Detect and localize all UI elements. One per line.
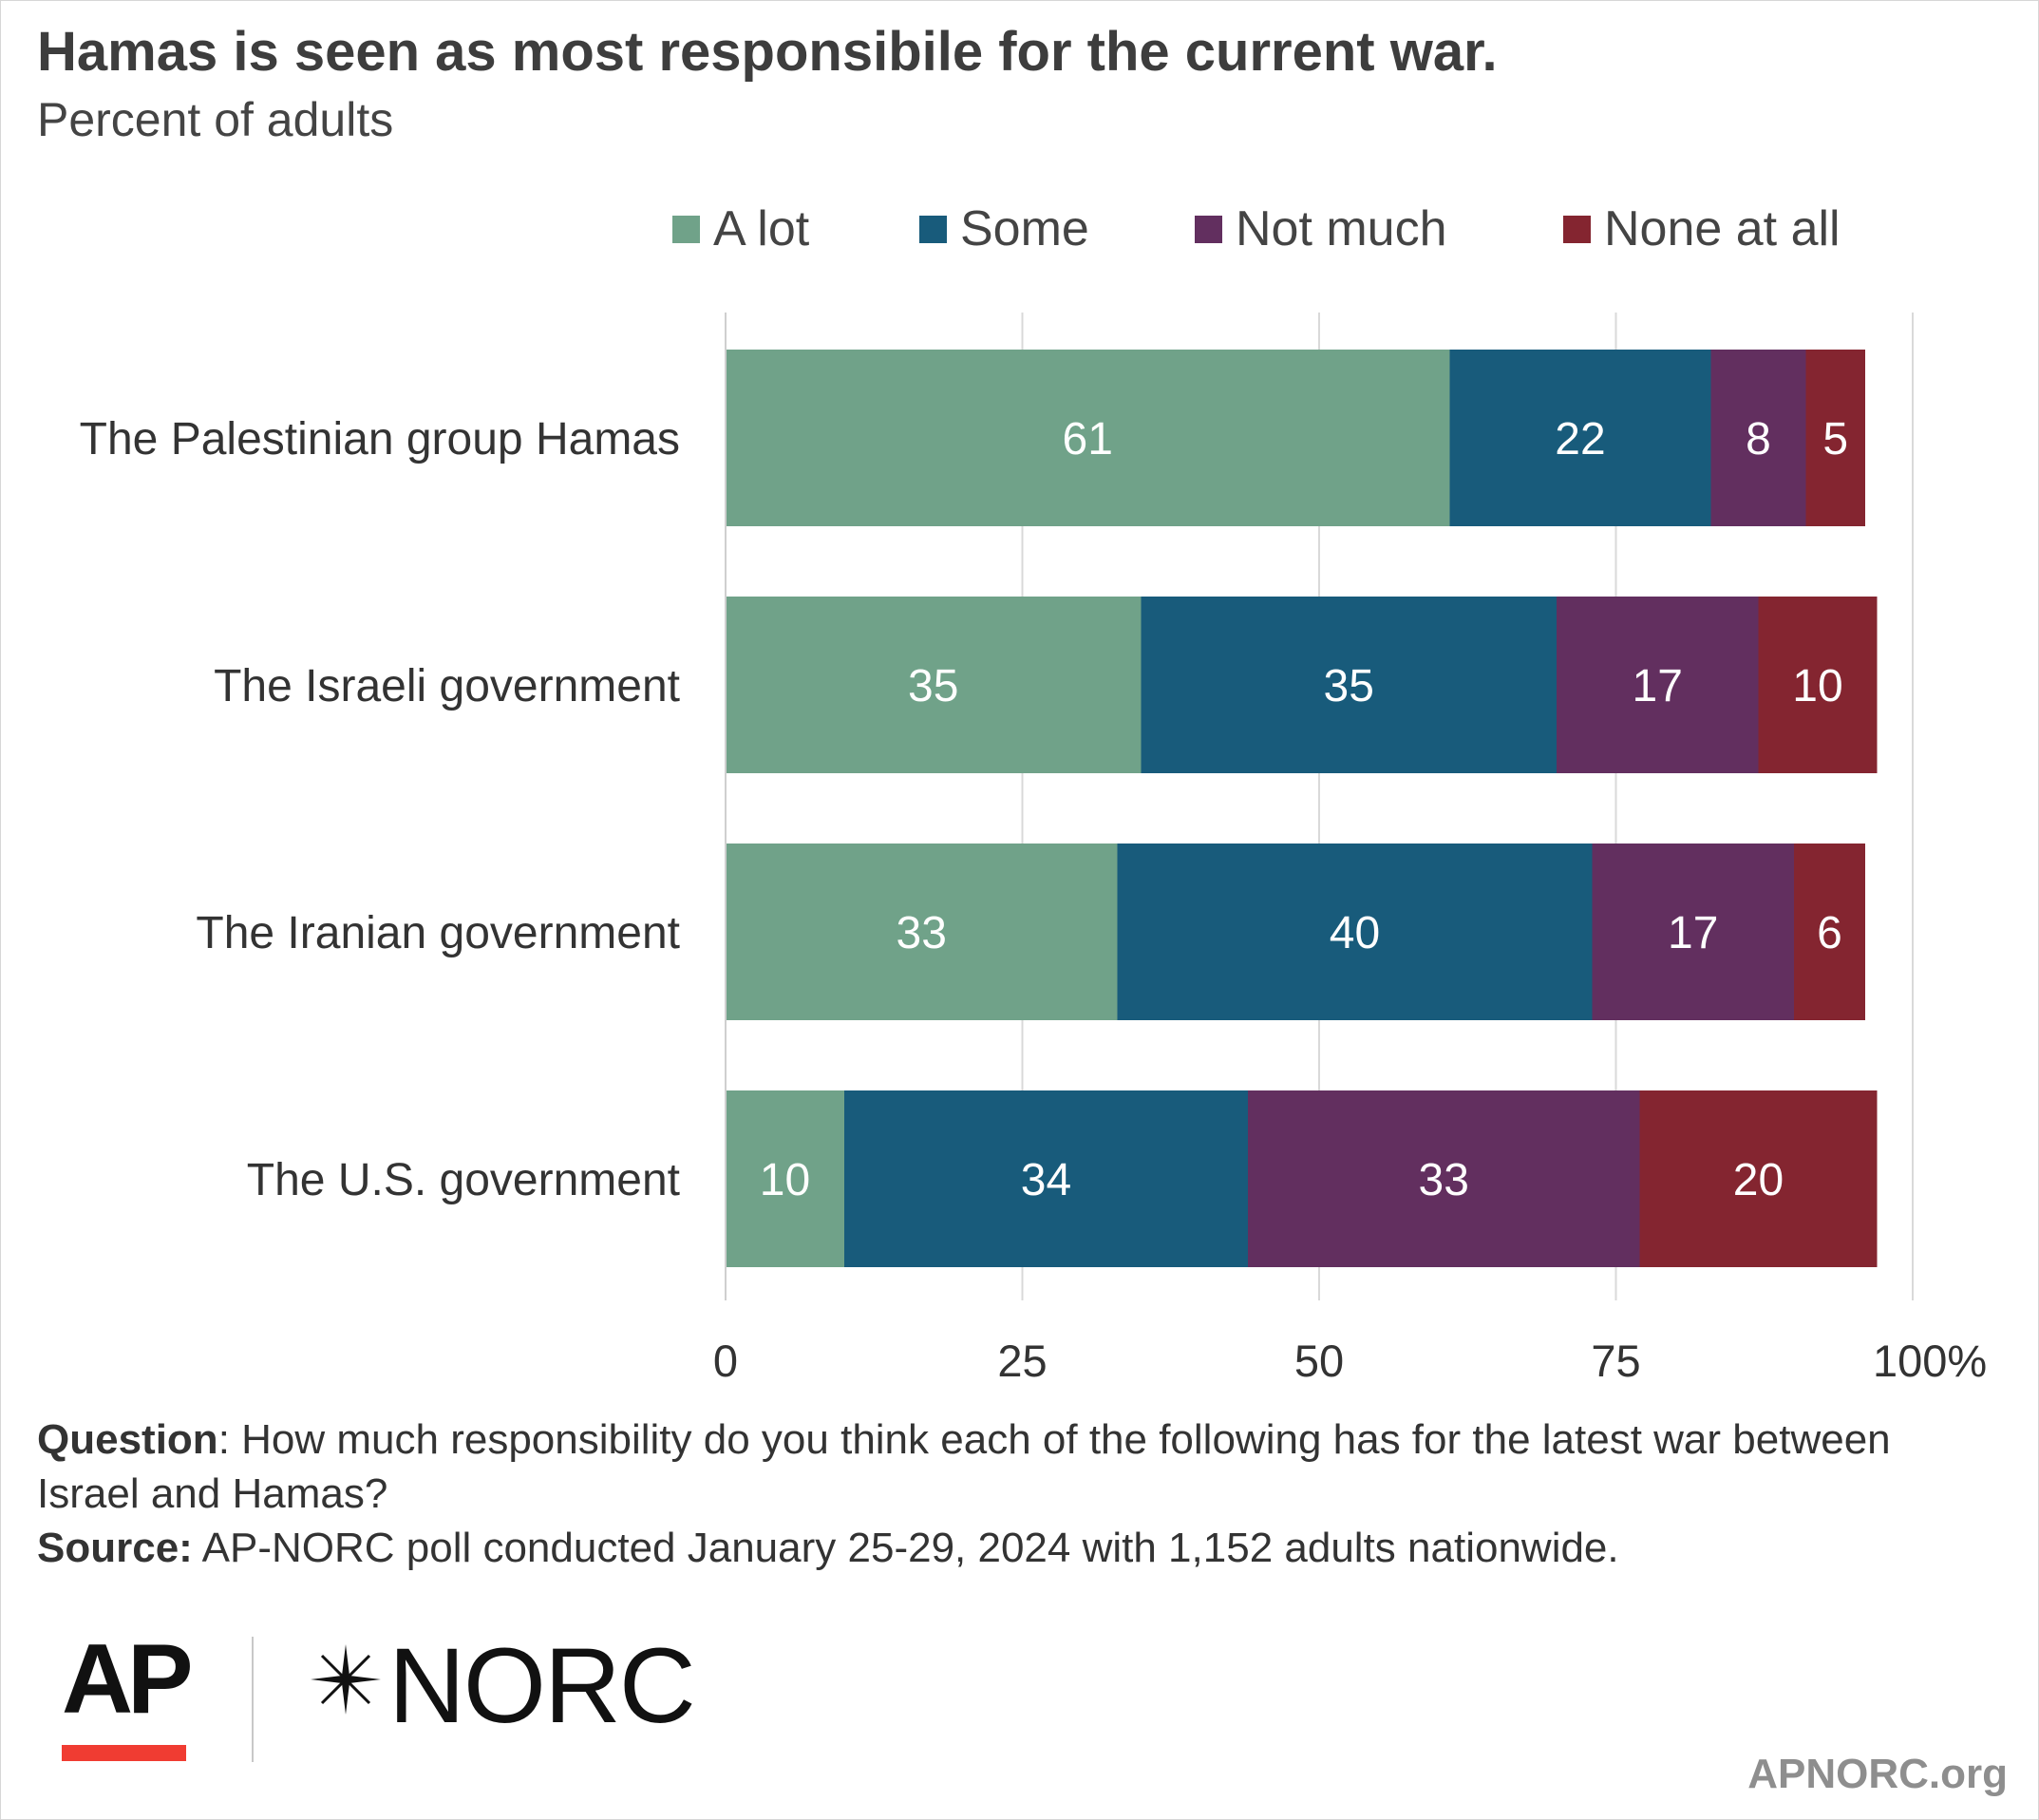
- legend-label: Some: [960, 201, 1089, 256]
- bar-value-label: 17: [1633, 661, 1683, 711]
- bar-value-label: 10: [1792, 661, 1842, 711]
- legend-swatch: [919, 215, 947, 243]
- bar-segment: [1794, 844, 1865, 1020]
- bar-value-label: 5: [1822, 414, 1848, 464]
- bar-segment: [1592, 844, 1794, 1020]
- bar-segment: [1710, 350, 1806, 526]
- bar-value-label: 22: [1555, 414, 1605, 464]
- bar-segment: [726, 597, 1142, 773]
- logo-divider: [252, 1637, 254, 1762]
- legend-label: A lot: [713, 201, 810, 256]
- bar-segment: [726, 350, 1450, 526]
- legend-swatch: [672, 215, 700, 243]
- x-tick-label: 50: [1294, 1336, 1344, 1386]
- legend-swatch: [1563, 215, 1591, 243]
- bar-segment: [1805, 350, 1865, 526]
- bar-value-label: 10: [760, 1155, 810, 1205]
- bar-value-label: 34: [1021, 1155, 1071, 1205]
- stacked-bar-chart: 0 25 50 75 100% The Palestinian group Hamas Th…: [80, 313, 1987, 1386]
- bar-value-label: 33: [897, 908, 947, 958]
- bar-segment: [1117, 844, 1593, 1020]
- bar-value-label: 35: [908, 661, 958, 711]
- bar-segment: [1758, 597, 1878, 773]
- legend-label: None at all: [1604, 201, 1841, 256]
- legend-label: Not much: [1236, 201, 1447, 256]
- bar-value-label: 40: [1330, 908, 1380, 958]
- x-tick-label: 25: [997, 1336, 1047, 1386]
- bar-value-label: 6: [1817, 908, 1842, 958]
- source-note: Source: AP-NORC poll conducted January 2…: [37, 1521, 1993, 1575]
- bar-value-label: 61: [1063, 414, 1113, 464]
- question-note: Question: How much responsibility do you…: [37, 1412, 1993, 1521]
- bar-value-label: 8: [1746, 414, 1771, 464]
- question-label: Question: [37, 1416, 218, 1463]
- bar-segment: [1639, 1090, 1878, 1267]
- bar-value-label: 17: [1668, 908, 1718, 958]
- chart-legend: A lot Some Not much None at all: [1, 196, 2039, 262]
- site-url: APNORC.org: [1747, 1751, 2008, 1797]
- bar-segment: [726, 1090, 844, 1267]
- bar-segment: [1248, 1090, 1640, 1267]
- bar-value-label: 33: [1419, 1155, 1469, 1205]
- bar-segment: [1557, 597, 1759, 773]
- x-tick-label: 100%: [1873, 1336, 1987, 1386]
- norc-star-icon: [311, 1644, 381, 1715]
- ap-logo-underline: [62, 1745, 186, 1761]
- legend-item: Some: [919, 196, 1089, 262]
- bar-segment: [726, 844, 1118, 1020]
- x-tick-label: 0: [713, 1336, 738, 1386]
- legend-swatch: [1195, 215, 1222, 243]
- chart-subtitle: Percent of adults: [37, 93, 394, 146]
- bar-value-label: 35: [1324, 661, 1374, 711]
- chart-footnote: Question: How much responsibility do you…: [37, 1412, 1993, 1575]
- question-text: : How much responsibility do you think e…: [37, 1416, 1891, 1517]
- ap-logo: AP: [62, 1624, 194, 1735]
- bar-value-label: 20: [1733, 1155, 1784, 1205]
- category-label: The Palestinian group Hamas: [80, 414, 680, 464]
- x-tick-label: 75: [1591, 1336, 1640, 1386]
- bar-segment: [1449, 350, 1711, 526]
- chart-title: Hamas is seen as most responsibile for t…: [37, 21, 1498, 83]
- source-text: AP-NORC poll conducted January 25-29, 20…: [192, 1525, 1619, 1571]
- category-label: The Iranian government: [196, 908, 680, 958]
- source-label: Source:: [37, 1525, 193, 1571]
- category-label: The Israeli government: [214, 661, 680, 711]
- legend-item: A lot: [672, 196, 809, 262]
- legend-item: Not much: [1195, 196, 1447, 262]
- category-label: The U.S. government: [247, 1155, 680, 1205]
- bar-segment: [1141, 597, 1557, 773]
- bar-segment: [844, 1090, 1248, 1267]
- norc-logo: NORC: [388, 1626, 696, 1745]
- legend-item: None at all: [1563, 196, 1841, 262]
